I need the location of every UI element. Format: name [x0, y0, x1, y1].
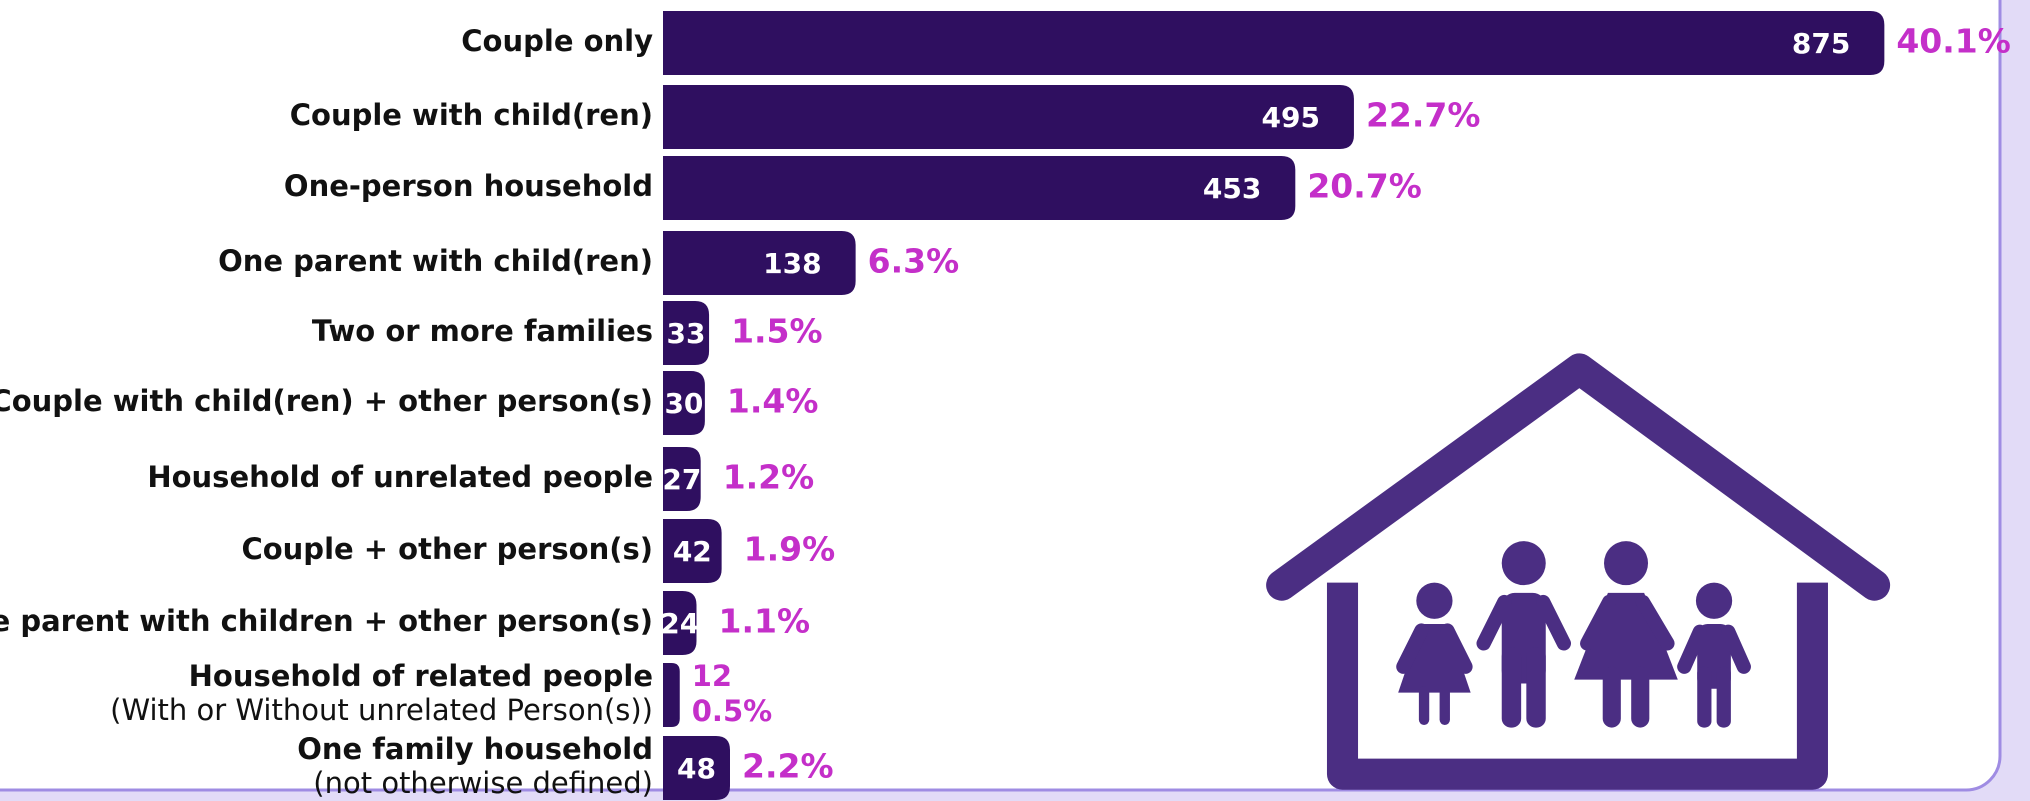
category-label: One family household — [297, 732, 653, 766]
bar — [663, 11, 1885, 75]
category-label: One-person household — [284, 169, 653, 203]
bar — [663, 591, 697, 655]
percent-label: 1.9% — [744, 530, 836, 569]
category-label: Couple with child(ren) + other person(s) — [0, 384, 653, 418]
category-note: (With or Without unrelated Person(s)) — [110, 693, 653, 727]
value-label: 24 — [660, 607, 699, 640]
percent-label: 2.2% — [742, 747, 834, 786]
bar — [663, 156, 1296, 220]
category-label: Two or more families — [312, 314, 653, 348]
value-label: 30 — [664, 387, 703, 420]
house-icon — [1266, 353, 1891, 790]
bar — [663, 519, 722, 583]
percent-label: 1.5% — [731, 312, 823, 351]
value-label: 875 — [1792, 27, 1850, 60]
bar — [663, 447, 701, 511]
category-label: One parent with children + other person(… — [0, 604, 653, 638]
bar — [663, 663, 680, 727]
value-label: 453 — [1203, 172, 1261, 205]
category-note: (not otherwise defined) — [313, 766, 653, 800]
category-label: Household of unrelated people — [147, 460, 653, 494]
value-label: 12 — [692, 659, 732, 693]
percent-label: 0.5% — [692, 694, 772, 728]
category-label: Couple only — [461, 24, 653, 58]
category-label: Household of related people — [189, 659, 653, 693]
bar — [663, 736, 730, 800]
value-label: 48 — [677, 752, 716, 785]
category-label: Couple with child(ren) — [290, 98, 653, 132]
value-label: 495 — [1261, 101, 1319, 134]
percent-label: 1.2% — [723, 458, 815, 497]
bar — [663, 85, 1354, 149]
value-label: 33 — [667, 317, 706, 350]
value-label: 138 — [763, 247, 821, 280]
value-label: 27 — [662, 463, 701, 496]
percent-label: 20.7% — [1307, 167, 1422, 206]
bar — [663, 371, 705, 435]
percent-label: 22.7% — [1366, 96, 1481, 135]
category-label: One parent with child(ren) — [218, 244, 653, 278]
bar — [663, 231, 856, 295]
bar — [663, 301, 710, 365]
percent-label: 1.1% — [719, 602, 811, 641]
percent-label: 40.1% — [1896, 22, 2011, 61]
percent-label: 6.3% — [868, 242, 960, 281]
percent-label: 1.4% — [727, 382, 819, 421]
category-label: Couple + other person(s) — [241, 532, 653, 566]
panel — [0, 0, 2002, 792]
value-label: 42 — [673, 535, 712, 568]
